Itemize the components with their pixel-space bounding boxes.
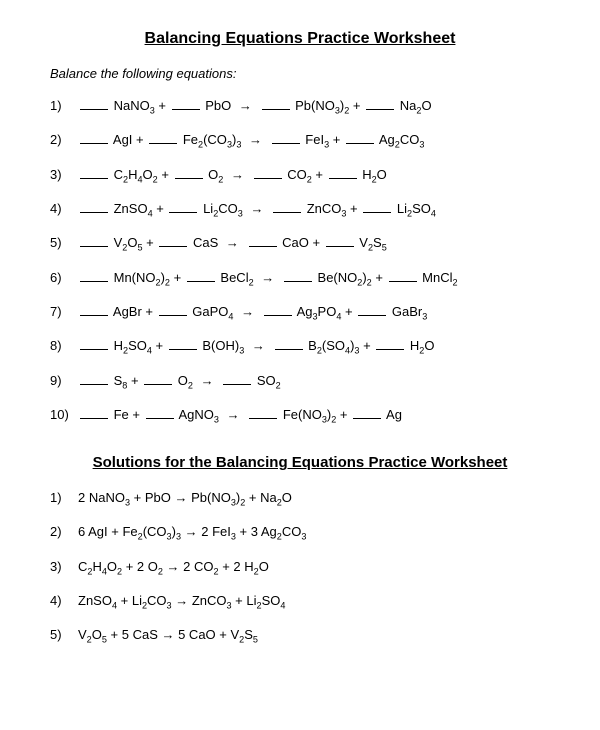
problem-number: 2) [50,131,78,151]
solution-number: 1) [50,489,78,509]
solutions-list: 1)2 NaNO3 + PbO → Pb(NO3)2 + Na2O2)6 AgI… [50,489,550,647]
problem-list: 1) NaNO3 + PbO → Pb(NO3)2 + Na2O2) AgI +… [50,97,550,426]
solution-number: 2) [50,523,78,543]
solution-number: 4) [50,592,78,612]
solution-equation: 6 AgI + Fe2(CO3)3 → 2 FeI3 + 3 Ag2CO3 [78,523,550,543]
solution-item: 4)ZnSO4 + Li2CO3 → ZnCO3 + Li2SO4 [50,592,550,612]
problem-item: 8) H2SO4 + B(OH)3 → B2(SO4)3 + H2O [50,337,550,357]
problem-item: 4) ZnSO4 + Li2CO3 → ZnCO3 + Li2SO4 [50,200,550,220]
problem-number: 9) [50,372,78,392]
problem-number: 3) [50,166,78,186]
solution-equation: ZnSO4 + Li2CO3 → ZnCO3 + Li2SO4 [78,592,550,612]
solution-item: 2)6 AgI + Fe2(CO3)3 → 2 FeI3 + 3 Ag2CO3 [50,523,550,543]
problem-equation: AgBr + GaPO4 → Ag3PO4 + GaBr3 [78,303,550,323]
solution-item: 3)C2H4O2 + 2 O2 → 2 CO2 + 2 H2O [50,558,550,578]
problem-equation: C2H4O2 + O2 → CO2 + H2O [78,166,550,186]
problem-item: 3) C2H4O2 + O2 → CO2 + H2O [50,166,550,186]
solutions-title: Solutions for the Balancing Equations Pr… [50,454,550,471]
problem-number: 8) [50,337,78,357]
solution-equation: 2 NaNO3 + PbO → Pb(NO3)2 + Na2O [78,489,550,509]
solution-number: 5) [50,626,78,646]
solution-equation: V2O5 + 5 CaS → 5 CaO + V2S5 [78,626,550,646]
problem-number: 5) [50,234,78,254]
problem-number: 7) [50,303,78,323]
problem-equation: H2SO4 + B(OH)3 → B2(SO4)3 + H2O [78,337,550,357]
problem-item: 2) AgI + Fe2(CO3)3 → FeI3 + Ag2CO3 [50,131,550,151]
worksheet-title: Balancing Equations Practice Worksheet [50,30,550,48]
solution-item: 5)V2O5 + 5 CaS → 5 CaO + V2S5 [50,626,550,646]
problem-item: 10) Fe + AgNO3 → Fe(NO3)2 + Ag [50,406,550,426]
problem-equation: Fe + AgNO3 → Fe(NO3)2 + Ag [78,406,550,426]
problem-equation: Mn(NO2)2 + BeCl2 → Be(NO2)2 + MnCl2 [78,269,550,289]
solution-number: 3) [50,558,78,578]
problem-number: 10) [50,406,78,426]
problem-item: 5) V2O5 + CaS → CaO + V2S5 [50,234,550,254]
problem-equation: ZnSO4 + Li2CO3 → ZnCO3 + Li2SO4 [78,200,550,220]
solution-item: 1)2 NaNO3 + PbO → Pb(NO3)2 + Na2O [50,489,550,509]
solution-equation: C2H4O2 + 2 O2 → 2 CO2 + 2 H2O [78,558,550,578]
problem-equation: NaNO3 + PbO → Pb(NO3)2 + Na2O [78,97,550,117]
problem-number: 4) [50,200,78,220]
instruction-text: Balance the following equations: [50,66,550,81]
problem-item: 1) NaNO3 + PbO → Pb(NO3)2 + Na2O [50,97,550,117]
problem-number: 6) [50,269,78,289]
problem-equation: S8 + O2 → SO2 [78,372,550,392]
problem-equation: V2O5 + CaS → CaO + V2S5 [78,234,550,254]
problem-item: 7) AgBr + GaPO4 → Ag3PO4 + GaBr3 [50,303,550,323]
problem-number: 1) [50,97,78,117]
problem-equation: AgI + Fe2(CO3)3 → FeI3 + Ag2CO3 [78,131,550,151]
problem-item: 9) S8 + O2 → SO2 [50,372,550,392]
problem-item: 6) Mn(NO2)2 + BeCl2 → Be(NO2)2 + MnCl2 [50,269,550,289]
